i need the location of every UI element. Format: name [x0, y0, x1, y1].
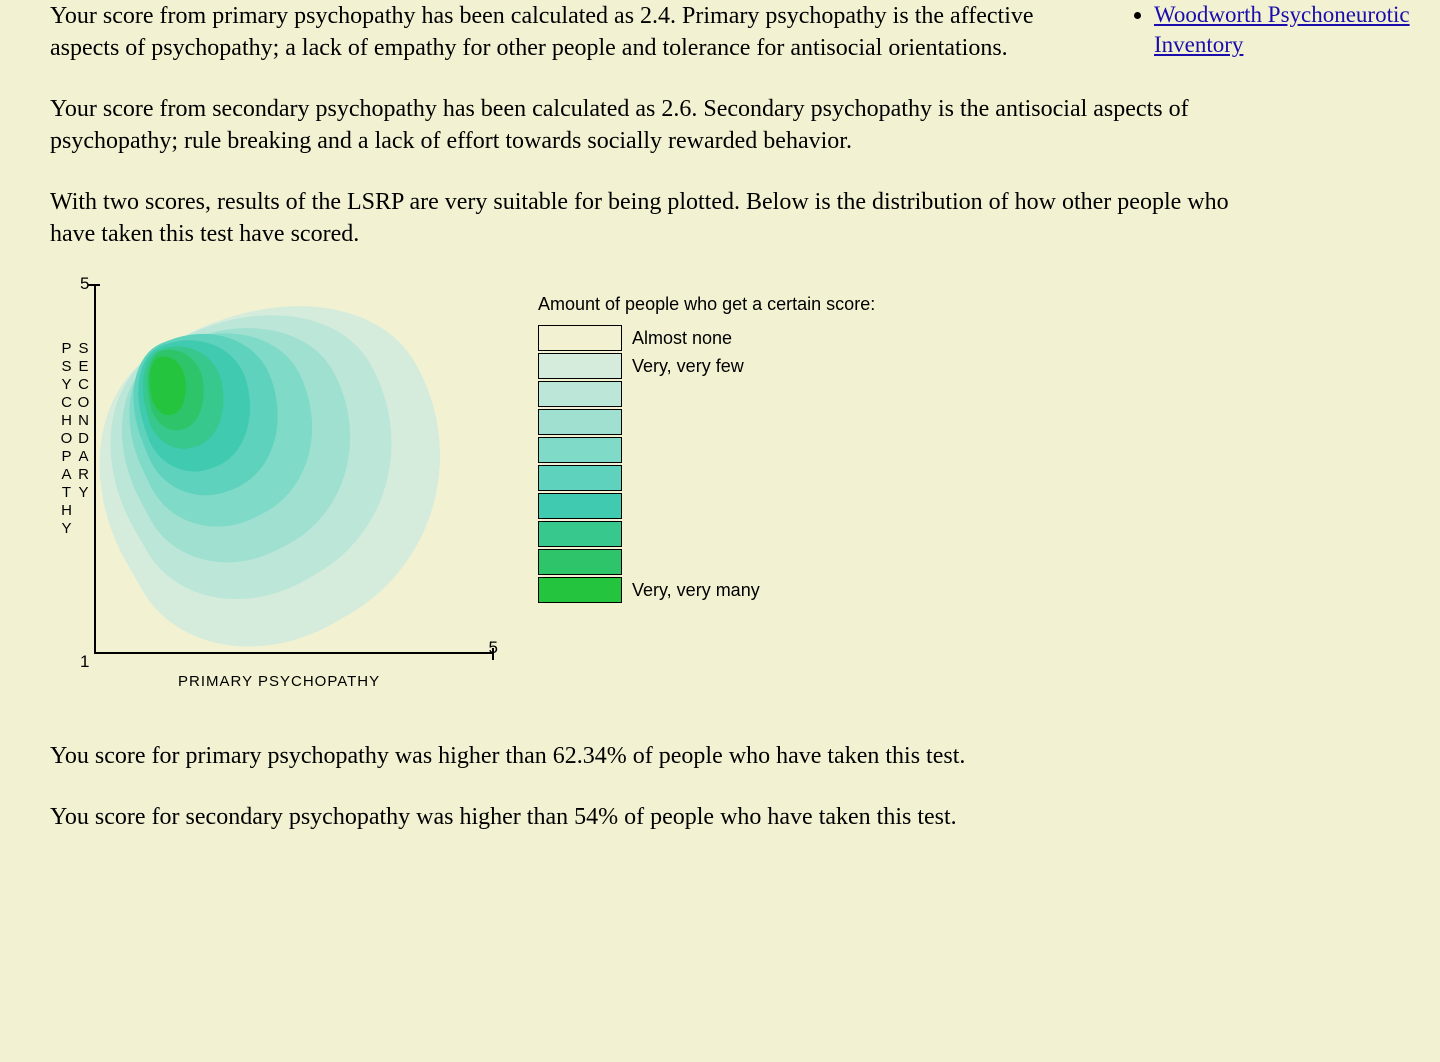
legend-row — [538, 409, 875, 435]
density-chart: 5 1 5 SECONDARY PSYCHOPATHY PRIMARY PSYC… — [58, 280, 498, 700]
sidebar-links: Ability Test Woodworth Psychoneurotic In… — [1130, 0, 1410, 60]
legend-swatch — [538, 493, 622, 519]
legend-row — [538, 493, 875, 519]
legend-label: Almost none — [632, 328, 732, 349]
legend-row: Very, very many — [538, 577, 875, 603]
secondary-score-text: Your score from secondary psychopathy ha… — [50, 93, 1230, 158]
legend-row — [538, 465, 875, 491]
chart-legend: Amount of people who get a certain score… — [538, 294, 875, 605]
legend-swatch — [538, 465, 622, 491]
secondary-percentile-text: You score for secondary psychopathy was … — [50, 801, 1230, 833]
legend-swatch — [538, 521, 622, 547]
sidebar-link-woodworth[interactable]: Woodworth Psychoneurotic Inventory — [1154, 2, 1410, 57]
contour-plot — [96, 286, 494, 654]
y-axis-label: SECONDARY PSYCHOPATHY — [58, 340, 92, 700]
primary-percentile-text: You score for primary psychopathy was hi… — [50, 740, 1230, 772]
legend-swatch — [538, 549, 622, 575]
legend-swatch — [538, 437, 622, 463]
legend-label: Very, very few — [632, 356, 744, 377]
legend-swatch — [538, 409, 622, 435]
legend-row — [538, 437, 875, 463]
legend-row — [538, 381, 875, 407]
x-axis-label: PRIMARY PSYCHOPATHY — [178, 673, 380, 690]
legend-title: Amount of people who get a certain score… — [538, 294, 875, 315]
primary-score-text: Your score from primary psychopathy has … — [50, 0, 1090, 65]
legend-row — [538, 549, 875, 575]
legend-label: Very, very many — [632, 580, 760, 601]
legend-row: Almost none — [538, 325, 875, 351]
legend-swatch — [538, 577, 622, 603]
legend-swatch — [538, 325, 622, 351]
plot-intro-text: With two scores, results of the LSRP are… — [50, 186, 1230, 251]
legend-swatch — [538, 353, 622, 379]
legend-swatch — [538, 381, 622, 407]
distribution-chart-block: 5 1 5 SECONDARY PSYCHOPATHY PRIMARY PSYC… — [58, 280, 1390, 700]
legend-row: Very, very few — [538, 353, 875, 379]
legend-row — [538, 521, 875, 547]
